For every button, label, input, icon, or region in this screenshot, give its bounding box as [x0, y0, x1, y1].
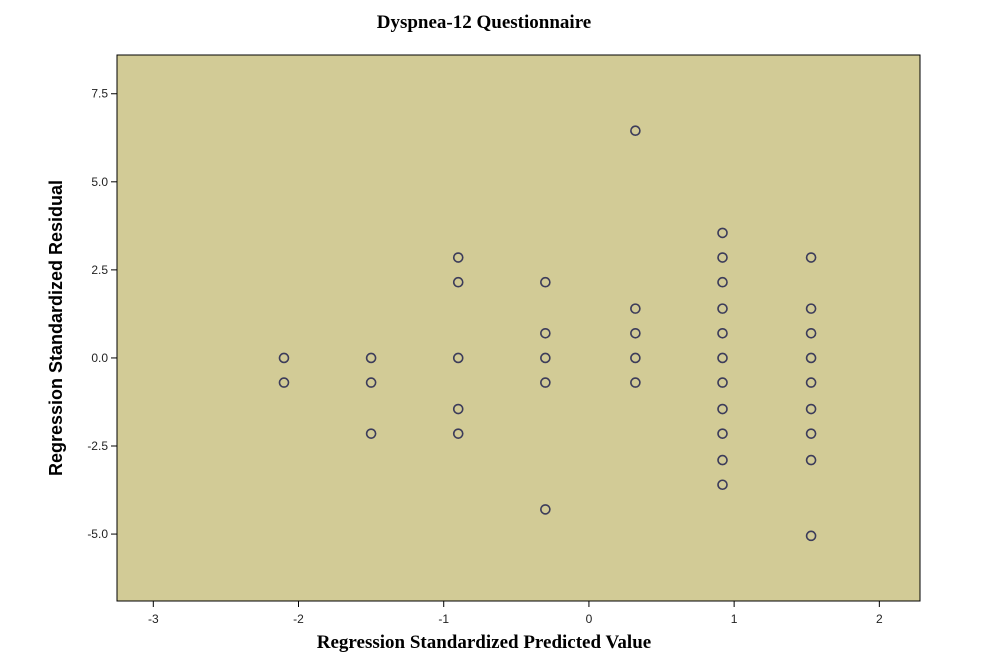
- data-point: [540, 327, 551, 339]
- x-tick-label: -2: [293, 612, 304, 626]
- data-point: [717, 454, 728, 466]
- y-tick-label: 7.5: [91, 87, 108, 101]
- x-axis-title: Regression Standardized Predicted Value: [317, 632, 651, 653]
- data-point: [717, 352, 728, 364]
- data-point: [452, 428, 464, 439]
- data-point: [278, 377, 290, 388]
- data-point: [717, 252, 728, 263]
- x-tick-label: -1: [438, 612, 449, 626]
- x-tick-label: -3: [148, 612, 159, 626]
- data-point: [717, 403, 728, 415]
- data-point: [805, 303, 817, 314]
- data-point: [365, 352, 377, 364]
- data-point: [717, 276, 728, 288]
- data-point: [630, 303, 641, 314]
- data-point: [452, 252, 464, 263]
- data-point: [717, 227, 728, 239]
- data-point: [365, 428, 377, 439]
- chart-title: Dyspnea-12 Questionnaire: [377, 12, 591, 33]
- data-point: [630, 352, 641, 364]
- data-point: [630, 377, 641, 388]
- data-point: [630, 125, 641, 137]
- data-point: [717, 327, 728, 339]
- data-point: [540, 352, 551, 364]
- x-tick-label: 2: [876, 612, 883, 626]
- data-point: [452, 352, 464, 364]
- y-axis: 7.5 5.0 2.5 0.0 -2.5 -5.0: [87, 87, 117, 541]
- data-point: [805, 352, 817, 364]
- data-point: [717, 303, 728, 314]
- x-axis: -3 -2 -1 0 1 2: [148, 601, 883, 626]
- data-point: [805, 428, 817, 439]
- y-tick-label: 5.0: [91, 175, 108, 189]
- data-point: [805, 327, 817, 339]
- data-point: [630, 327, 641, 339]
- y-axis-title: Regression Standardized Residual: [46, 180, 66, 476]
- y-tick-label: 2.5: [91, 263, 108, 277]
- data-point: [805, 530, 817, 542]
- data-point: [452, 403, 464, 415]
- data-point: [365, 377, 377, 388]
- data-point: [805, 252, 817, 263]
- y-tick-label: 0.0: [91, 351, 108, 365]
- data-point: [805, 377, 817, 388]
- y-tick-label: -5.0: [87, 527, 108, 541]
- data-point: [717, 428, 728, 439]
- data-point: [805, 454, 817, 466]
- y-tick-label: -2.5: [87, 439, 108, 453]
- data-point: [540, 377, 551, 388]
- data-point: [717, 377, 728, 388]
- plot-area: [116, 54, 921, 602]
- data-point: [452, 276, 464, 288]
- data-points: [278, 125, 817, 542]
- x-tick-label: 0: [586, 612, 593, 626]
- data-point: [278, 352, 290, 364]
- data-point: [540, 504, 551, 515]
- data-point: [540, 276, 551, 288]
- data-point: [805, 403, 817, 415]
- x-tick-label: 1: [731, 612, 738, 626]
- data-point: [717, 479, 728, 491]
